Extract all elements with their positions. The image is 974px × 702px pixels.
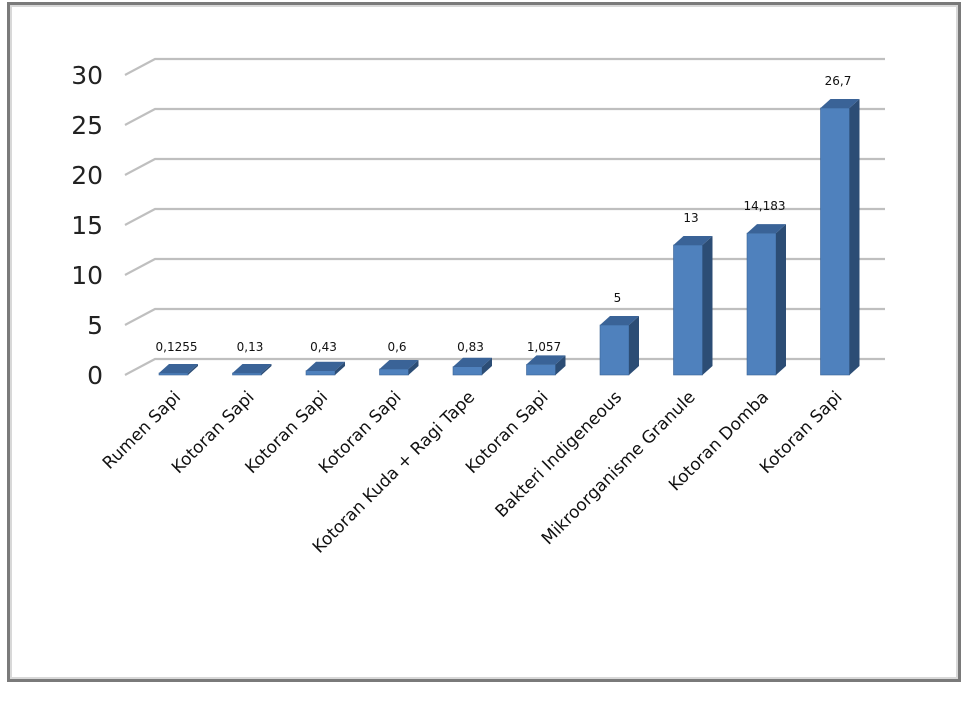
bar: [746, 224, 786, 376]
y-tick-label: 30: [71, 61, 103, 90]
bar-top: [453, 357, 492, 367]
gridline: [124, 357, 885, 376]
data-label: 26,7: [825, 74, 852, 88]
bar: [158, 364, 198, 376]
bar-side: [482, 357, 492, 375]
bar-side: [629, 316, 639, 375]
bar-top: [820, 99, 860, 108]
bar-front: [452, 366, 483, 376]
data-labels: 0,1255 0,13 0,43 0,6 0,83 1,057 5 13 14,183 26,7: [156, 74, 852, 354]
bar-side: [408, 360, 419, 375]
data-label: 0,13: [237, 340, 264, 354]
data-label: 0,83: [457, 340, 484, 354]
bars: [158, 99, 860, 376]
bar: [526, 355, 566, 376]
y-tick-label: 20: [71, 161, 103, 190]
data-label: 0,1255: [156, 340, 198, 354]
y-axis: 0 5 10 15 20 25 30: [71, 61, 103, 390]
bar-front: [599, 324, 630, 376]
bar-top: [526, 355, 566, 365]
data-label: 0,6: [387, 340, 406, 354]
bar-top: [306, 361, 345, 371]
bar-front: [673, 244, 703, 376]
gridline: [124, 257, 885, 276]
bar-top: [159, 364, 198, 373]
gridline: [124, 57, 885, 76]
bar-front: [379, 368, 409, 376]
bar-side: [702, 236, 713, 375]
data-label: 1,057: [527, 340, 561, 354]
bar-front: [746, 232, 777, 376]
bar: [232, 364, 272, 376]
bar-top: [232, 364, 272, 373]
bar-front: [820, 107, 850, 376]
data-label: 13: [683, 211, 698, 225]
bar: [305, 361, 345, 376]
bar-side: [188, 364, 198, 375]
y-tick-label: 15: [71, 211, 103, 240]
bar-side: [776, 224, 786, 375]
gridline: [124, 207, 885, 226]
bar-side: [261, 364, 272, 375]
data-label: 14,183: [744, 199, 786, 213]
data-label: 5: [614, 291, 622, 305]
bar-top: [600, 316, 639, 325]
gridline: [124, 107, 885, 126]
bar-front: [526, 364, 556, 376]
gridline: [124, 307, 885, 326]
bar-top: [379, 360, 419, 369]
y-tick-label: 0: [87, 361, 103, 390]
bar: [452, 357, 492, 376]
bar: [599, 316, 639, 376]
x-category-label: Bakteri Indigeneous: [492, 387, 626, 521]
bar-front: [305, 370, 336, 376]
bar-top: [747, 224, 786, 234]
bar-side: [555, 355, 566, 375]
bar: [673, 236, 713, 376]
x-category-label: Mikroorganisme Granule: [538, 387, 700, 549]
bar-side: [849, 99, 860, 375]
bar-front: [158, 372, 189, 376]
y-tick-label: 10: [71, 261, 103, 290]
bar-front: [232, 372, 262, 376]
bar-side: [335, 361, 345, 375]
gridline: [124, 157, 885, 176]
chart-frame: [7, 2, 961, 682]
data-label: 0,43: [310, 340, 337, 354]
y-tick-label: 5: [87, 311, 103, 340]
bar-top: [673, 236, 713, 245]
y-tick-label: 25: [71, 111, 103, 140]
bar: [820, 99, 860, 376]
bar: [379, 360, 419, 376]
gridlines: [124, 57, 885, 376]
